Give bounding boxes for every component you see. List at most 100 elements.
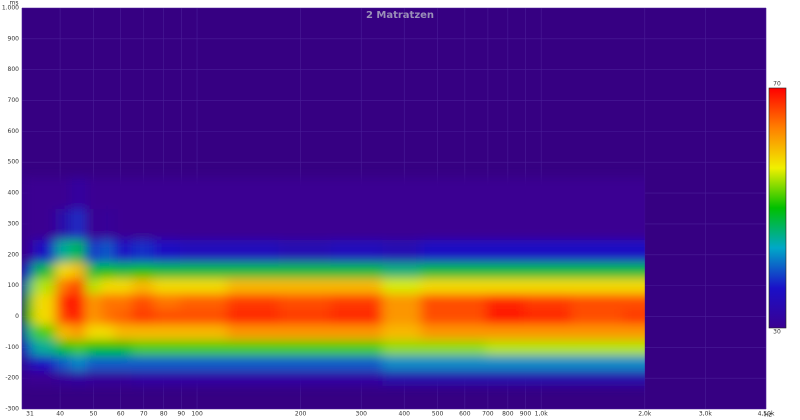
- x-tick-label: 40: [56, 411, 64, 418]
- heat-cell: [32, 208, 57, 240]
- heat-cell: [100, 292, 115, 310]
- heat-cell: [55, 369, 74, 387]
- heat-cell: [72, 354, 87, 371]
- heat-cell: [382, 354, 422, 371]
- heat-cell: [72, 238, 87, 263]
- x-tick-label: 500: [432, 411, 444, 418]
- heat-cell: [22, 261, 34, 279]
- heat-cell: [179, 354, 228, 371]
- heat-cell: [420, 323, 452, 341]
- heat-cell: [485, 354, 526, 371]
- heat-cell: [55, 177, 74, 209]
- x-tick-label: 2,0k: [638, 411, 652, 418]
- heat-cell: [72, 339, 87, 356]
- heat-cell: [382, 177, 422, 209]
- heat-cell: [179, 238, 228, 263]
- heat-cell: [622, 308, 645, 325]
- heat-cell: [113, 261, 133, 279]
- heat-cell: [32, 292, 57, 310]
- heat-cell: [622, 369, 645, 387]
- heat-cell: [330, 308, 384, 325]
- heat-cell: [85, 323, 102, 341]
- heat-cell: [226, 292, 280, 310]
- heat-cell: [485, 238, 526, 263]
- heat-cell: [450, 354, 487, 371]
- colorbar-label: 70: [773, 81, 781, 88]
- heat-cell: [179, 261, 228, 279]
- heat-cell: [524, 277, 572, 294]
- heat-cell: [179, 177, 228, 209]
- heat-cell: [153, 261, 181, 279]
- heat-cell: [330, 208, 384, 240]
- heat-cell: [226, 177, 280, 209]
- heat-cell: [226, 208, 280, 240]
- heat-cell: [524, 177, 572, 209]
- heat-cell: [85, 354, 102, 371]
- heat-cell: [524, 339, 572, 356]
- heat-cell: [420, 177, 452, 209]
- heat-cell: [382, 292, 422, 310]
- heat-cell: [420, 339, 452, 356]
- colorbar: [768, 87, 787, 329]
- heat-cell: [226, 339, 280, 356]
- heat-cell: [113, 308, 133, 325]
- heat-cell: [55, 208, 74, 240]
- heat-cell: [278, 308, 332, 325]
- heat-cell: [622, 177, 645, 209]
- x-tick-label: 80: [160, 411, 168, 418]
- heat-cell: [131, 238, 155, 263]
- heat-cell: [100, 261, 115, 279]
- heat-cell: [100, 277, 115, 294]
- x-tick-label: 70: [140, 411, 148, 418]
- heat-cell: [450, 292, 487, 310]
- heat-cell: [100, 208, 115, 240]
- heat-cell: [113, 323, 133, 341]
- x-tick-label: 200: [295, 411, 307, 418]
- heat-cell: [622, 292, 645, 310]
- heat-cell: [420, 354, 452, 371]
- heat-cell: [72, 261, 87, 279]
- heat-cell: [22, 339, 34, 356]
- heat-cell: [153, 354, 181, 371]
- heat-cell: [32, 308, 57, 325]
- heat-cell: [485, 323, 526, 341]
- heat-cell: [85, 339, 102, 356]
- heat-cell: [72, 308, 87, 325]
- y-tick-label: 700: [8, 97, 20, 104]
- heat-cell: [278, 369, 332, 387]
- heat-cell: [485, 177, 526, 209]
- heat-cell: [570, 238, 624, 263]
- heat-cell: [22, 177, 34, 209]
- y-tick-label: -100: [5, 344, 19, 351]
- x-tick-label: 300: [356, 411, 368, 418]
- heat-cell: [131, 277, 155, 294]
- heat-cell: [113, 339, 133, 356]
- heat-cell: [524, 308, 572, 325]
- y-tick-label: 200: [8, 251, 20, 258]
- x-tick-label: 3,0k: [699, 411, 713, 418]
- x-tick-label: 1,0k: [535, 411, 549, 418]
- heat-cell: [570, 339, 624, 356]
- x-tick-label: 900: [520, 411, 532, 418]
- heat-cell: [153, 369, 181, 387]
- x-tick-label: 60: [117, 411, 125, 418]
- heat-cell: [382, 277, 422, 294]
- heat-cell: [32, 369, 57, 387]
- y-tick-label: 300: [8, 220, 20, 227]
- heat-cell: [382, 339, 422, 356]
- heat-cell: [570, 277, 624, 294]
- heat-cell: [226, 369, 280, 387]
- x-tick-label: 31: [26, 411, 34, 418]
- heat-cell: [153, 177, 181, 209]
- heat-cell: [278, 339, 332, 356]
- heat-cell: [85, 369, 102, 387]
- heat-cell: [131, 339, 155, 356]
- heat-cell: [330, 323, 384, 341]
- heat-cell: [131, 369, 155, 387]
- heat-cell: [32, 339, 57, 356]
- heat-cell: [131, 292, 155, 310]
- heat-cell: [22, 238, 34, 263]
- heat-cell: [85, 177, 102, 209]
- x-tick-label: 100: [191, 411, 203, 418]
- heat-cell: [226, 323, 280, 341]
